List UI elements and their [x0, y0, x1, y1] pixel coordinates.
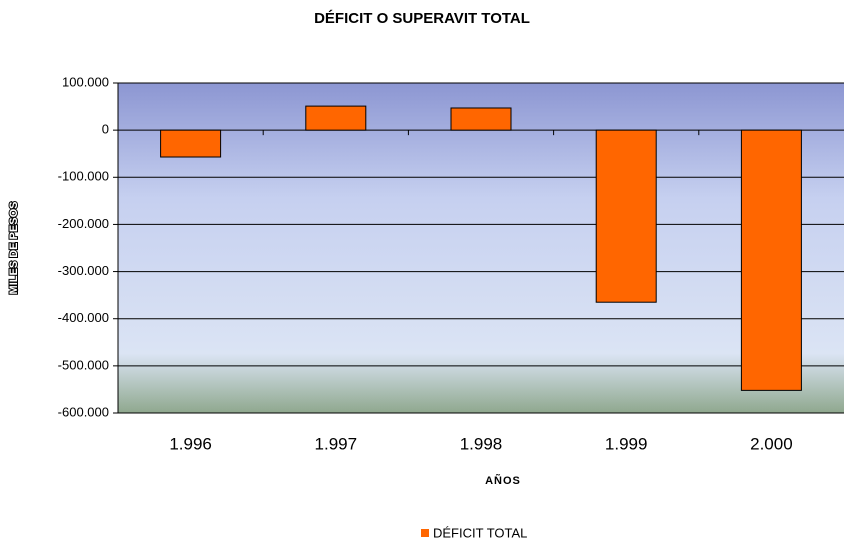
y-tick-label: 100.000	[62, 74, 109, 89]
x-axis-label: AÑOS	[485, 474, 521, 487]
y-tick-label: -600.000	[58, 404, 109, 419]
x-tick-label: 1.998	[460, 434, 503, 453]
legend-label: DÉFICIT TOTAL	[433, 525, 527, 540]
bar	[450, 107, 512, 131]
bar	[305, 105, 367, 131]
chart-title: DÉFICIT O SUPERAVIT TOTAL	[314, 10, 530, 27]
y-axis-label: MILES DE PESOS	[8, 202, 20, 295]
x-tick-label: 2.000	[750, 434, 793, 453]
y-tick-label: -200.000	[58, 216, 109, 231]
y-tick-label: -300.000	[58, 263, 109, 278]
bar	[740, 129, 802, 391]
bar	[160, 129, 222, 158]
bar	[595, 129, 657, 303]
y-tick-label: -400.000	[58, 310, 109, 325]
legend-swatch	[421, 529, 429, 537]
y-tick-label: -500.000	[58, 357, 109, 372]
x-tick-label: 1.999	[605, 434, 648, 453]
y-tick-label: 0	[102, 122, 109, 137]
plot-area	[118, 83, 844, 413]
x-tick-label: 1.996	[169, 434, 212, 453]
x-tick-label: 1.997	[315, 434, 358, 453]
y-tick-label: -100.000	[58, 169, 109, 184]
